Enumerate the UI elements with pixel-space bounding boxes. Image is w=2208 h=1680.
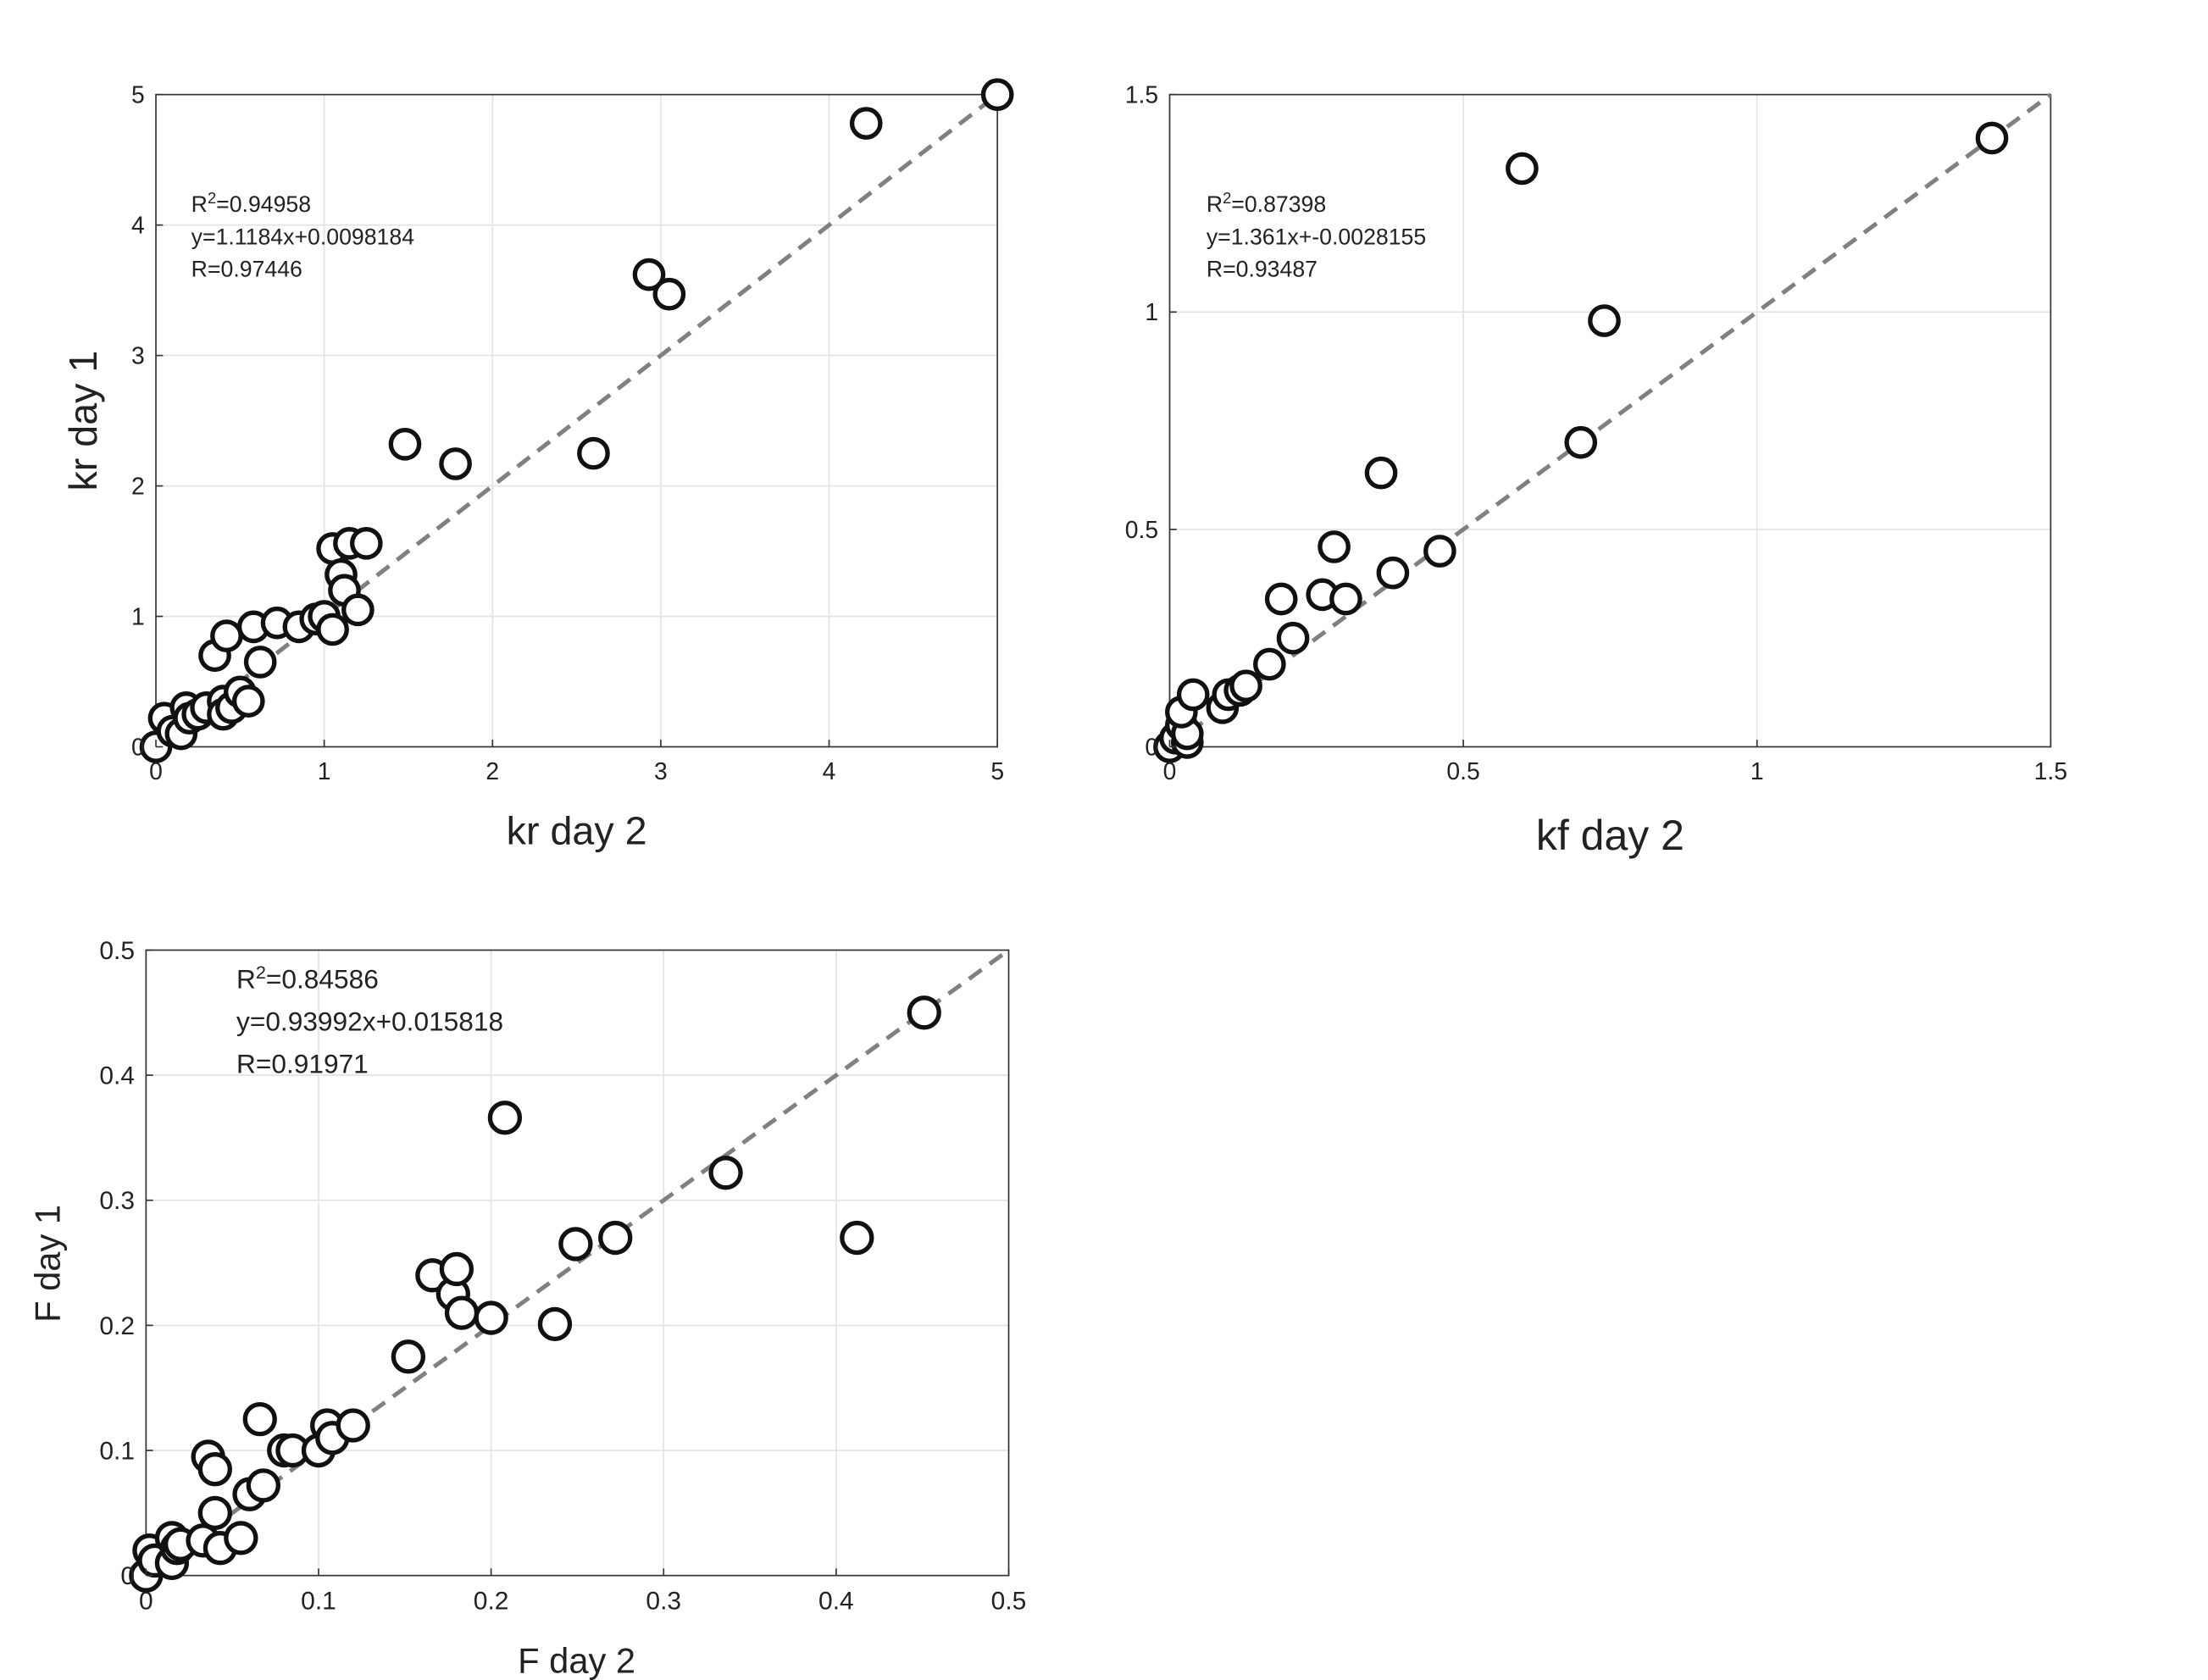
data-point (577, 436, 610, 470)
x-tick-label: 1 (318, 758, 331, 785)
data-point (980, 78, 1014, 111)
x-axis-label: kf day 2 (1536, 812, 1684, 859)
y-tick-label: 0.2 (99, 1312, 135, 1340)
identity-reference-line (1168, 92, 2052, 749)
data-point (652, 277, 686, 311)
data-point (537, 1306, 573, 1342)
x-tick-label: 0 (1163, 758, 1177, 785)
y-tick-label: 0 (1145, 734, 1158, 761)
data-point (349, 526, 383, 560)
y-tick-label: 0.5 (1125, 517, 1158, 544)
data-point (336, 1408, 370, 1443)
data-point (487, 1101, 523, 1135)
y-axis-label: F day 1 (28, 1205, 68, 1322)
y-tick-label: 0.3 (99, 1187, 135, 1215)
data-point (1564, 425, 1598, 459)
x-tick-label: 0.3 (646, 1588, 681, 1616)
data-point (1506, 152, 1539, 186)
r-annotation: R=0.91971 (236, 1048, 369, 1078)
y-tick-label: 4 (131, 213, 145, 240)
data-point (1276, 621, 1310, 655)
data-point (388, 427, 422, 461)
r-annotation: R=0.93487 (1207, 257, 1318, 282)
y-tick-label: 0.5 (99, 937, 135, 965)
r-squared-annotation: R2=0.94958 (191, 189, 311, 217)
data-point (1176, 678, 1210, 712)
y-tick-label: 0 (120, 1562, 135, 1590)
plot-area (1168, 93, 2052, 748)
data-point (1588, 304, 1621, 337)
data-point (439, 447, 472, 480)
y-axis-label: kr day 1 (61, 351, 105, 491)
f-scatter-panel: 0 0.1 0.2 0.3 0.4 0.5 0 0.1 0.2 0.3 0.4 0.5 F day 2… (28, 937, 1027, 1680)
x-tick-label: 0.1 (301, 1588, 336, 1616)
data-point (840, 1220, 874, 1256)
data-point (231, 685, 265, 718)
x-tick-label: 1.5 (2034, 758, 2067, 785)
y-tick-label: 3 (131, 343, 145, 370)
x-tick-label: 0.5 (1446, 758, 1479, 785)
y-tick-label: 0.4 (99, 1062, 135, 1090)
fit-equation-annotation: y=0.93992x+0.015818 (236, 1006, 503, 1036)
r-squared-annotation: R2=0.87398 (1207, 189, 1326, 217)
x-tick-label: 0 (149, 758, 163, 785)
x-tick-label: 1 (1750, 758, 1764, 785)
data-point (1376, 556, 1410, 590)
y-tick-label: 2 (131, 473, 145, 500)
y-tick-label: 1.5 (1125, 82, 1158, 109)
data-point (1229, 669, 1262, 702)
x-axis-label: F day 2 (518, 1641, 635, 1680)
data-point (341, 593, 374, 627)
data-point (1423, 535, 1456, 568)
data-point (242, 1401, 277, 1437)
data-point (1975, 121, 2009, 155)
data-point (474, 1300, 508, 1335)
x-tick-label: 4 (823, 758, 836, 785)
data-point (246, 1468, 280, 1503)
fit-equation-annotation: y=1.361x+-0.0028155 (1207, 224, 1426, 249)
y-tick-label: 1 (131, 603, 145, 630)
data-point (849, 107, 883, 140)
kr-scatter-panel: 0 1 2 3 4 5 0 1 2 3 4 5 kr day 2 kr day 1 R2=0.9495… (61, 78, 1014, 852)
data-point (598, 1220, 633, 1256)
data-point (210, 619, 243, 652)
data-point (907, 995, 941, 1030)
data-point (1364, 456, 1398, 490)
y-tick-label: 0 (131, 734, 145, 761)
data-point (1318, 530, 1351, 563)
y-tick-label: 5 (131, 82, 145, 109)
x-tick-label: 0.2 (474, 1588, 509, 1616)
r-squared-annotation: R2=0.84586 (236, 962, 379, 995)
data-point (632, 258, 666, 291)
x-axis-label: kr day 2 (507, 808, 647, 852)
r-annotation: R=0.97446 (191, 257, 302, 282)
plot-area (145, 949, 1010, 1577)
x-tick-label: 0 (139, 1588, 153, 1616)
data-point (1264, 582, 1298, 616)
x-tick-label: 2 (485, 758, 499, 785)
data-point (444, 1295, 480, 1330)
data-point (1253, 647, 1286, 681)
data-point (708, 1156, 743, 1190)
x-tick-label: 5 (990, 758, 1004, 785)
data-point (1329, 582, 1362, 616)
data-point (197, 1452, 232, 1487)
data-point (243, 646, 277, 679)
x-tick-label: 3 (654, 758, 668, 785)
plot-area (155, 93, 999, 748)
kf-scatter-panel: 0 0.5 1 1.5 0 0.5 1 1.5 kf day 2 R2=0.87398 y=1… (1125, 82, 2067, 860)
y-tick-label: 1 (1145, 299, 1158, 326)
data-point (558, 1227, 593, 1261)
data-point (224, 1521, 258, 1555)
x-tick-label: 0.5 (991, 1588, 1027, 1616)
data-point (197, 1495, 232, 1531)
data-point (439, 1251, 474, 1287)
data-point (391, 1339, 426, 1374)
y-tick-label: 0.1 (99, 1438, 135, 1466)
fit-equation-annotation: y=1.1184x+0.0098184 (191, 224, 415, 249)
x-tick-label: 0.4 (818, 1588, 854, 1616)
data-point (316, 613, 349, 646)
